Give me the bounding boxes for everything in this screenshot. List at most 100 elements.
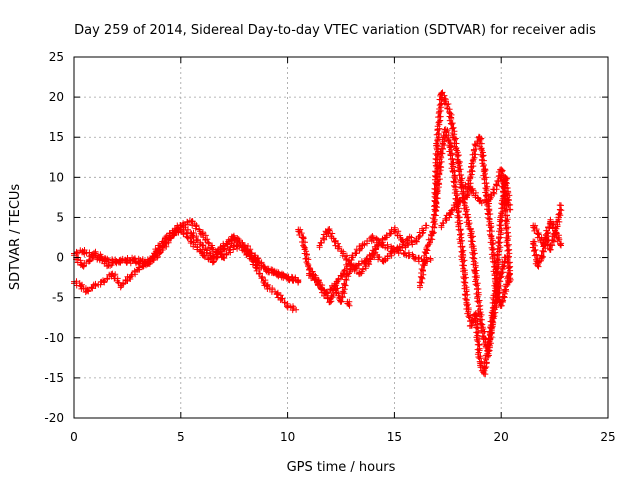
data-point [481, 334, 488, 341]
data-point [391, 246, 398, 253]
data-point [534, 262, 541, 269]
data-segment [471, 312, 484, 365]
data-point [459, 182, 466, 189]
data-point [380, 258, 387, 265]
data-point [331, 282, 338, 289]
data-point [83, 288, 90, 295]
data-point [468, 186, 475, 193]
y-tick-label: -10 [44, 331, 64, 345]
plot-frame [73, 56, 609, 419]
data-point [284, 274, 291, 281]
data-point [408, 234, 415, 241]
data-point [359, 242, 366, 249]
y-tick-label: 10 [49, 170, 64, 184]
chart-title: Day 259 of 2014, Sidereal Day-to-day VTE… [74, 23, 596, 38]
data-point [338, 298, 344, 305]
y-tick-label: -20 [44, 411, 64, 425]
data-point [451, 174, 458, 181]
data-point [455, 214, 462, 221]
x-tick-label: 0 [70, 430, 78, 444]
data-point [534, 230, 541, 237]
data-point [434, 142, 441, 149]
data-point [167, 230, 174, 237]
data-point [489, 246, 496, 253]
x-axis-label: GPS time / hours [287, 460, 396, 475]
data-point [325, 226, 332, 233]
data-point [284, 302, 291, 309]
data-point [530, 222, 537, 229]
data-segment [484, 206, 497, 251]
data-point [295, 226, 302, 233]
data-point [382, 234, 389, 241]
data-point [481, 166, 488, 173]
data-point [199, 242, 206, 249]
data-point [442, 126, 449, 133]
data-point [188, 230, 195, 237]
x-tick-label: 15 [387, 430, 402, 444]
data-point [199, 230, 206, 237]
series-trace-g [344, 298, 353, 309]
data-point [299, 234, 306, 241]
data-point [468, 322, 475, 329]
data-point [502, 198, 509, 205]
data-point [118, 282, 124, 289]
data-point [220, 242, 227, 249]
data-point [273, 270, 280, 277]
data-point [273, 290, 280, 297]
data-point [468, 230, 475, 237]
data-point [370, 234, 376, 241]
data-point [209, 246, 216, 253]
data-point [135, 266, 142, 273]
data-point [485, 350, 492, 357]
data-point [77, 282, 84, 289]
data-point [451, 134, 458, 141]
data-point [502, 286, 509, 293]
data-segment [299, 234, 313, 271]
data-segment [187, 239, 205, 255]
data-point [92, 282, 99, 289]
y-tick-label: 15 [49, 130, 64, 144]
data-point [455, 158, 462, 165]
data-point [380, 242, 387, 249]
data-point [412, 238, 419, 245]
data-point [348, 262, 355, 269]
x-tick-label: 5 [177, 430, 185, 444]
data-point [423, 222, 430, 229]
data-point [485, 198, 492, 205]
data-point [399, 238, 406, 245]
data-point [455, 198, 462, 205]
data-point [498, 214, 505, 221]
data-point [316, 242, 323, 249]
data-point [438, 150, 445, 157]
data-point [231, 242, 238, 249]
data-point [489, 310, 496, 317]
data-point [126, 274, 133, 281]
data-point [220, 254, 227, 261]
data-point [493, 286, 500, 293]
data-point [558, 242, 564, 249]
data-point [476, 310, 483, 317]
data-point [481, 370, 488, 377]
data-segment [447, 197, 461, 218]
data-point [199, 250, 206, 257]
data-point [476, 198, 483, 205]
data-point [79, 262, 86, 269]
series-trace-f [316, 224, 415, 278]
data-point [263, 266, 270, 273]
data-point [344, 298, 351, 305]
data-point [538, 254, 545, 261]
data-point [346, 302, 353, 309]
data-point [139, 257, 146, 264]
data-segment [399, 233, 413, 246]
data-point [427, 257, 434, 263]
data-layer [71, 89, 565, 378]
data-segment [493, 216, 505, 276]
data-point [293, 306, 300, 313]
data-point [263, 282, 270, 289]
data-point [498, 166, 505, 173]
data-point [493, 182, 500, 189]
data-point [472, 142, 479, 149]
data-point [530, 238, 537, 245]
data-point [438, 222, 445, 229]
data-point [209, 254, 216, 261]
